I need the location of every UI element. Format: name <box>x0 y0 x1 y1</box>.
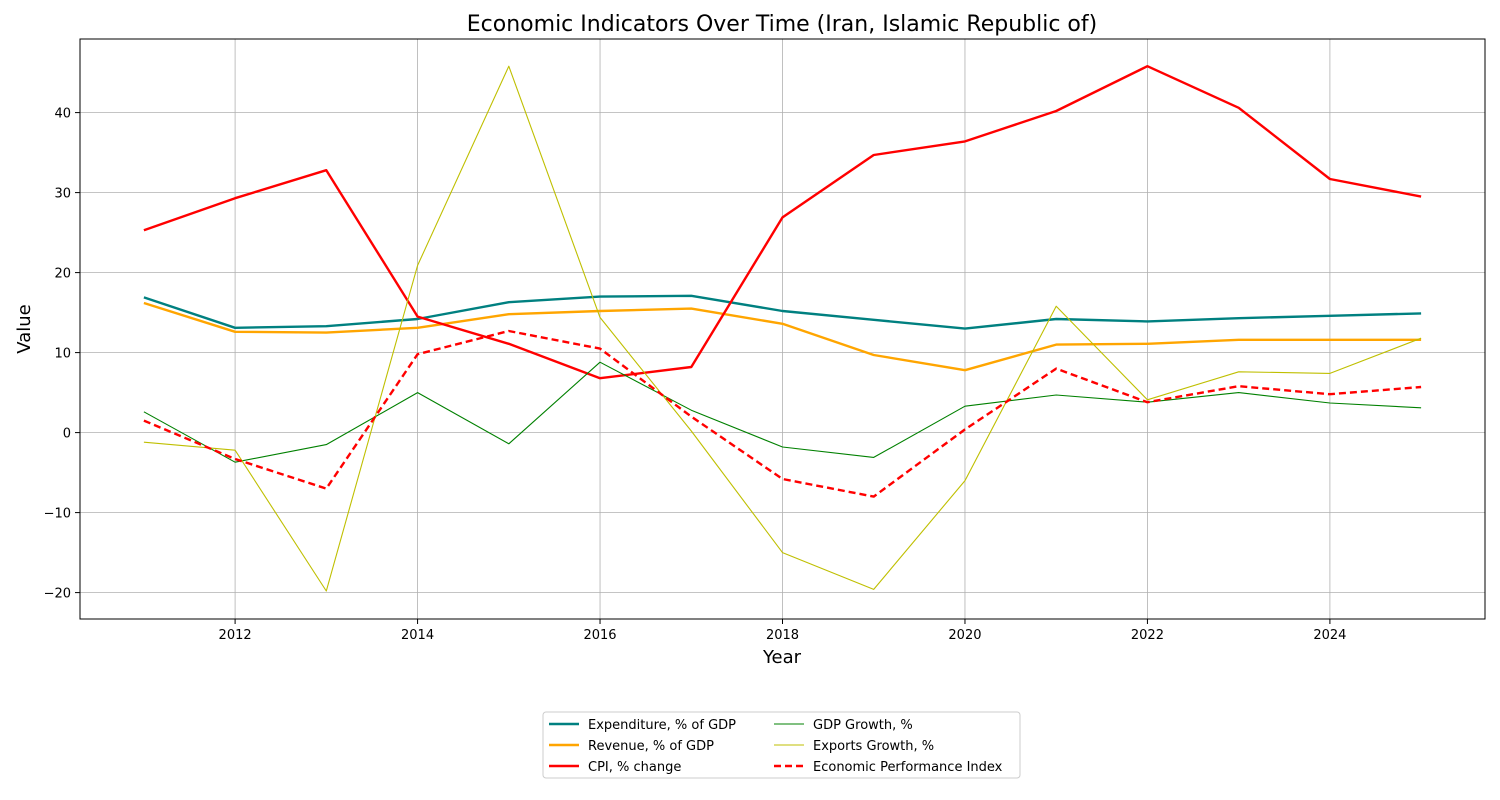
chart-title: Economic Indicators Over Time (Iran, Isl… <box>467 12 1097 37</box>
y-tick-label: −10 <box>44 507 71 522</box>
x-axis-title: Year <box>762 647 802 668</box>
legend-label: Revenue, % of GDP <box>588 739 714 754</box>
legend-label: Exports Growth, % <box>813 739 934 754</box>
grid <box>80 39 1485 619</box>
series-lines <box>143 64 1422 592</box>
legend: Expenditure, % of GDP Revenue, % of GDP CP… <box>542 711 1021 779</box>
y-tick-label: 0 <box>63 427 71 442</box>
y-axis: −20 −10 0 10 20 30 40 <box>44 107 80 602</box>
y-tick-label: 30 <box>54 187 71 202</box>
series-line-5 <box>143 329 1422 498</box>
legend-label: Expenditure, % of GDP <box>588 718 736 733</box>
x-tick-label: 2018 <box>766 628 799 643</box>
x-tick-label: 2020 <box>948 628 981 643</box>
legend-label: Economic Performance Index <box>813 760 1003 775</box>
legend-label: GDP Growth, % <box>813 718 913 733</box>
x-tick-label: 2022 <box>1131 628 1164 643</box>
series-line-4 <box>143 65 1422 592</box>
series-line-3 <box>143 361 1422 463</box>
series-line-0 <box>143 294 1422 330</box>
y-tick-label: −20 <box>44 587 71 602</box>
x-tick-label: 2014 <box>401 628 434 643</box>
x-axis: 2012 2014 2016 2018 2020 2022 2024 <box>219 619 1346 643</box>
x-tick-label: 2012 <box>219 628 252 643</box>
x-tick-label: 2016 <box>583 628 616 643</box>
y-tick-label: 40 <box>54 107 71 122</box>
y-tick-label: 10 <box>54 347 71 362</box>
series-line-2 <box>143 64 1422 380</box>
x-tick-label: 2024 <box>1313 628 1346 643</box>
legend-label: CPI, % change <box>588 760 681 775</box>
y-axis-title: Value <box>14 304 35 353</box>
series-line-1 <box>143 301 1422 372</box>
y-tick-label: 20 <box>54 267 71 282</box>
